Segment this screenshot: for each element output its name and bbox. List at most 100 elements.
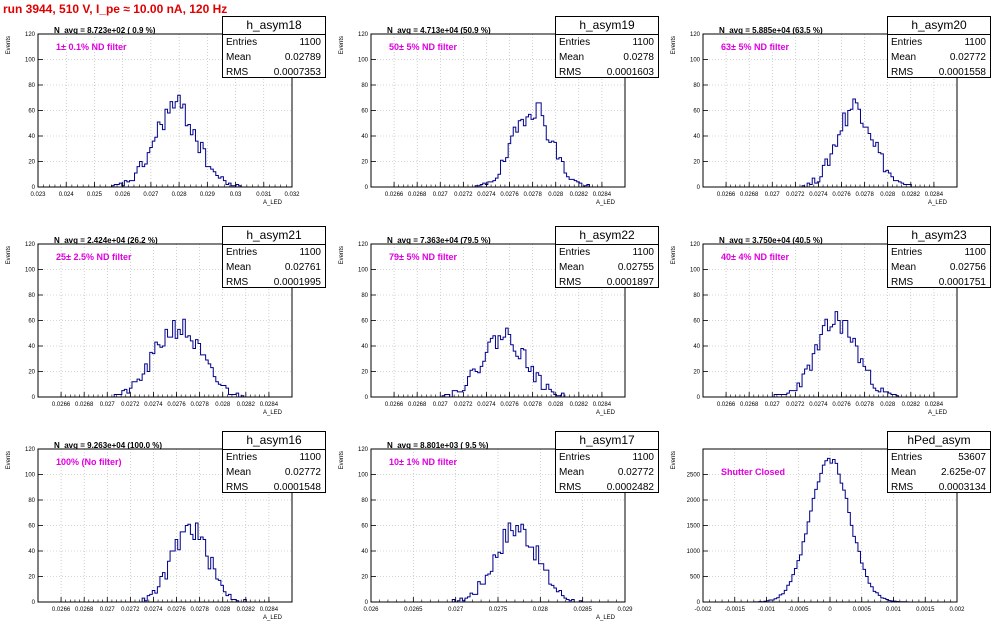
x-tick-label: 0.028 [215,402,231,408]
y-axis-label: Events [339,451,345,469]
histogram-bars [38,318,292,398]
x-tick-label: 0.0275 [489,607,508,613]
x-tick-label: 0.0272 [786,402,805,408]
stats-label: Mean [559,262,585,273]
y-tick-label: 20 [28,160,35,166]
stats-value: 0.02789 [284,52,321,63]
x-tick-label: 0.0015 [916,607,935,613]
stats-row-mean: Mean 2.625e-07 [888,465,990,480]
y-tick-label: 40 [693,344,700,350]
x-tick-label: 0.027 [433,192,449,198]
histogram-panel-hPed_asym: -0.002 -0.0015 -0.001 -0.0005 0 0.0005 0.001 0.… [665,425,991,625]
y-tick-label: 80 [28,293,35,299]
y-tick-label: 100 [25,58,36,64]
stats-label: Mean [226,52,252,63]
x-tick-label: 0.032 [284,192,300,198]
stats-value: 0.0001603 [606,67,654,78]
histogram-title: h_asym21 [223,227,325,245]
stats-row-rms: RMS 0.0001995 [223,275,325,290]
y-tick-label: 20 [361,160,368,166]
stats-label: RMS [891,67,914,78]
y-tick-label: 40 [361,134,368,140]
stats-value: 2.625e-07 [940,467,986,478]
y-tick-label: 120 [358,242,369,248]
stats-row-rms: RMS 0.0001558 [888,65,990,80]
navg-label: N_avg = 8.801e+03 ( 9.5 %) [387,441,489,450]
stats-value: 1100 [632,37,654,48]
x-tick-label: 0.0268 [75,402,94,408]
x-tick-label: 0.0284 [925,192,944,198]
y-tick-label: 0 [365,600,369,606]
stats-value: 0.02755 [617,262,654,273]
filter-label: 79± 5% ND filter [389,252,457,262]
y-axis-label: Events [671,451,677,469]
x-tick-label: 0.0284 [260,607,279,613]
x-tick-label: 0.0276 [167,607,186,613]
stats-label: RMS [226,482,249,493]
x-tick-label: 0.0284 [593,192,612,198]
stats-label: Entries [559,247,591,258]
x-tick-label: 0.0272 [121,402,140,408]
x-tick-label: 0.0274 [809,192,828,198]
x-tick-label: 0.029 [200,192,216,198]
x-tick-label: 0.0284 [925,402,944,408]
stats-label: RMS [226,277,249,288]
stats-row-mean: Mean 0.02772 [223,465,325,480]
y-tick-label: 40 [28,344,35,350]
x-tick-label: 0.028 [880,192,896,198]
x-tick-label: 0.0282 [570,402,589,408]
y-tick-label: 0 [32,600,36,606]
y-tick-label: 120 [358,447,369,453]
y-tick-label: 20 [361,575,368,581]
stats-row-entries: Entries 1100 [223,450,325,465]
x-tick-label: 0.023 [30,192,46,198]
stats-box: h_asym19 Entries 1100 Mean 0.0278 RMS 0.000160… [555,16,659,78]
x-tick-label: 0.0278 [190,402,209,408]
x-tick-label: 0.026 [115,192,131,198]
filter-label: 100% (No filter) [56,457,122,467]
y-tick-label: 100 [358,473,369,479]
stats-row-entries: Entries 53607 [888,450,990,465]
stats-label: Entries [891,37,923,48]
filter-label: 10± 1% ND filter [389,457,457,467]
x-axis-label: A_LED [928,410,948,416]
x-tick-label: 0.03 [230,192,242,198]
stats-label: Entries [891,247,923,258]
stats-value: 0.0001995 [273,277,321,288]
y-axis-label: Events [339,36,345,54]
x-tick-label: 0.0266 [52,402,71,408]
histogram-title: h_asym20 [888,17,990,35]
stats-box: h_asym17 Entries 1100 Mean 0.02772 RMS 0.00024… [555,431,659,493]
y-tick-label: 60 [693,109,700,115]
y-tick-label: 500 [690,575,701,581]
filter-label: 25± 2.5% ND filter [56,252,132,262]
stats-label: RMS [559,67,582,78]
x-tick-label: 0.0274 [144,402,163,408]
y-axis-label: Events [671,36,677,54]
x-tick-label: 0.0282 [237,607,256,613]
x-tick-label: 0.028 [880,402,896,408]
y-tick-label: 40 [361,549,368,555]
x-tick-label: 0.0268 [408,192,427,198]
y-axis-label: Events [6,36,12,54]
navg-label: N_avg = 5.885e+04 (63.5 %) [719,26,823,35]
x-tick-label: 0.0268 [740,192,759,198]
x-axis-label: A_LED [263,615,283,621]
y-axis-label: Events [6,246,12,264]
stats-row-rms: RMS 0.0001897 [556,275,658,290]
stats-box: hPed_asym Entries 53607 Mean 2.625e-07 RMS 0.0… [887,431,991,493]
x-tick-label: 0.0005 [853,607,872,613]
y-tick-label: 80 [361,83,368,89]
stats-row-entries: Entries 1100 [223,245,325,260]
x-tick-label: 0.0268 [75,607,94,613]
x-tick-label: 0.0272 [121,607,140,613]
y-tick-label: 20 [28,575,35,581]
stats-value: 0.0001751 [938,277,986,288]
stats-value: 0.0007353 [273,67,321,78]
y-tick-label: 60 [693,319,700,325]
histogram-title: h_asym17 [556,432,658,450]
histogram-panel-h_asym16: 0.0266 0.0268 0.027 0.0272 0.0274 0.0276 0.027… [0,425,326,625]
x-tick-label: 0.0282 [570,192,589,198]
stats-value: 1100 [964,37,986,48]
x-tick-label: 0.0268 [408,402,427,408]
